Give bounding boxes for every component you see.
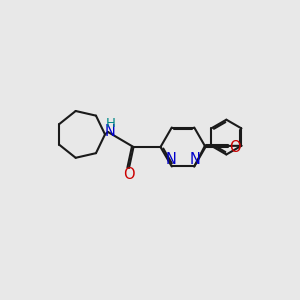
Text: O: O [123, 167, 135, 182]
Text: O: O [229, 140, 240, 154]
Text: N: N [165, 152, 176, 167]
Text: H: H [106, 116, 115, 130]
Text: N: N [105, 124, 116, 139]
Text: N: N [190, 152, 201, 167]
